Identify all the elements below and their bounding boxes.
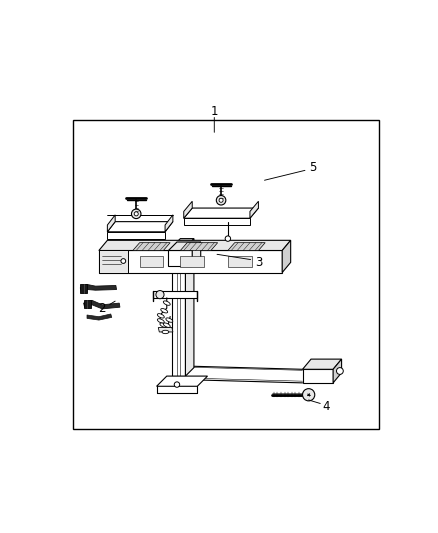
- Circle shape: [174, 382, 180, 387]
- Circle shape: [219, 198, 223, 203]
- Polygon shape: [156, 376, 208, 386]
- Polygon shape: [165, 215, 173, 232]
- Ellipse shape: [163, 323, 170, 327]
- Circle shape: [225, 236, 230, 241]
- Polygon shape: [169, 242, 201, 251]
- Polygon shape: [333, 359, 342, 383]
- Polygon shape: [169, 251, 192, 266]
- Polygon shape: [282, 240, 291, 272]
- Polygon shape: [133, 243, 170, 251]
- Polygon shape: [303, 359, 342, 369]
- Polygon shape: [99, 251, 282, 272]
- Ellipse shape: [161, 309, 168, 313]
- Polygon shape: [185, 239, 194, 376]
- Circle shape: [303, 389, 315, 401]
- Polygon shape: [99, 240, 291, 251]
- Polygon shape: [84, 301, 120, 309]
- Ellipse shape: [157, 313, 164, 318]
- Polygon shape: [87, 314, 112, 320]
- Polygon shape: [192, 242, 201, 266]
- Ellipse shape: [160, 323, 167, 327]
- Text: 1: 1: [211, 105, 218, 118]
- Text: 2: 2: [99, 302, 106, 314]
- Polygon shape: [153, 291, 197, 298]
- Polygon shape: [180, 243, 218, 251]
- Polygon shape: [228, 256, 251, 268]
- Polygon shape: [158, 328, 173, 332]
- Polygon shape: [99, 251, 128, 272]
- Text: 3: 3: [255, 256, 262, 269]
- Polygon shape: [184, 201, 192, 218]
- Text: 4: 4: [322, 400, 330, 413]
- Ellipse shape: [157, 319, 164, 323]
- Circle shape: [336, 368, 343, 374]
- Polygon shape: [107, 215, 115, 232]
- Ellipse shape: [166, 318, 173, 322]
- Polygon shape: [80, 285, 87, 293]
- Polygon shape: [228, 243, 265, 251]
- Ellipse shape: [163, 301, 170, 305]
- Polygon shape: [107, 232, 165, 239]
- Circle shape: [216, 196, 226, 205]
- Polygon shape: [80, 285, 117, 292]
- Circle shape: [121, 259, 126, 263]
- Polygon shape: [107, 222, 173, 232]
- Polygon shape: [184, 208, 258, 218]
- Ellipse shape: [162, 330, 169, 334]
- Circle shape: [156, 290, 164, 298]
- Polygon shape: [184, 218, 250, 225]
- Polygon shape: [140, 256, 163, 268]
- Polygon shape: [172, 247, 185, 376]
- Polygon shape: [250, 201, 258, 218]
- Polygon shape: [84, 300, 92, 308]
- Polygon shape: [172, 239, 194, 247]
- Polygon shape: [303, 369, 333, 383]
- Polygon shape: [180, 256, 204, 268]
- Circle shape: [131, 209, 141, 219]
- Text: 5: 5: [309, 161, 316, 174]
- Circle shape: [134, 212, 138, 216]
